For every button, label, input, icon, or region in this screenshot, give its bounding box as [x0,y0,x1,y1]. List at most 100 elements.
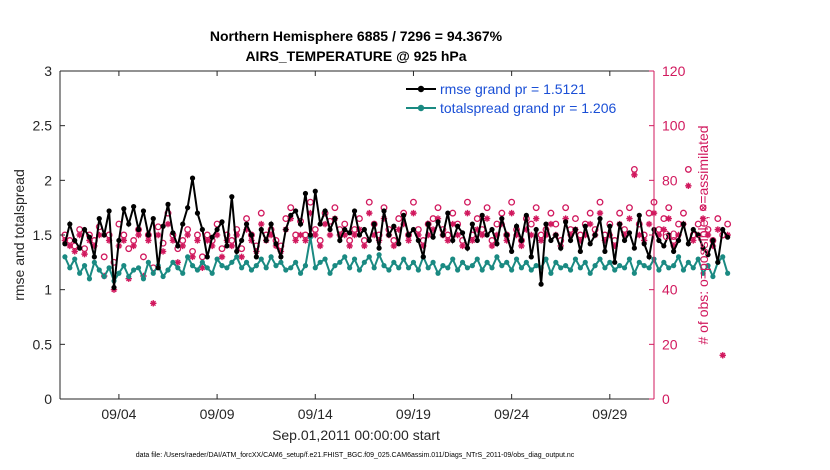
obs-assimilated-point [478,231,486,239]
obs-assimilated-point [621,231,628,239]
rmse-point [175,243,181,249]
obs-assimilated-point [208,242,216,250]
rmse-point [710,237,716,244]
obs-assimilated-point [390,242,398,250]
totalspread-point [347,265,353,271]
obs-assimilated-point [586,220,594,228]
obs-assimilated-point [356,226,363,233]
totalspread-point [170,259,176,265]
rmse-point [170,230,176,236]
obs-assimilated-point [459,242,466,250]
rmse-point [464,245,471,251]
obs-assimilated-point [601,237,609,244]
obs-assimilated-point [105,237,113,244]
totalspread-point [523,259,529,265]
obs-possible-point [596,198,604,206]
obs-assimilated-point [366,209,373,217]
totalspread-point [405,265,412,271]
obs-assimilated-point [488,242,496,250]
rmse-point [705,252,711,258]
obs-assimilated-point [704,231,712,239]
y-tick-label-right: 120 [662,63,686,79]
rmse-point [612,259,618,265]
obs-possible-point [257,209,265,217]
rmse-point [479,212,485,218]
totalspread-point [533,263,539,269]
rmse-point [587,241,593,247]
rmse-point [180,221,186,227]
rmse-point [234,248,240,254]
obs-possible-point [464,198,471,206]
rmse-point [405,232,412,238]
rmse-point [155,265,161,271]
y-tick-label-left: 2 [44,172,52,188]
obs-possible-point [694,220,702,228]
obs-assimilated-point [287,215,294,222]
totalspread-point [283,267,289,273]
obs-assimilated-point [336,231,344,239]
totalspread-point [410,259,417,265]
x-tick-label: 09/14 [298,406,333,422]
rmse-point [391,223,397,229]
chart-title-line-2: AIRS_TEMPERATURE @ 925 hPa [245,48,466,64]
y-tick-label-right: 100 [662,118,686,134]
rmse-point [342,226,348,233]
totalspread-point [685,259,691,265]
totalspread-point [509,267,515,273]
obs-assimilated-point [302,237,309,244]
rmse-point [209,234,215,240]
rmse-point [459,230,466,236]
rmse-point [126,221,132,227]
y-tick-label-left: 0.5 [33,336,53,352]
obs-possible-point [473,215,481,223]
rmse-point [386,232,392,238]
obs-possible-point [532,204,540,212]
totalspread-point [587,270,593,276]
obs-assimilated-point [577,237,584,244]
legend-marker-totalspread [417,104,425,112]
totalspread-point [219,263,225,269]
rmse-point [528,254,534,260]
obs-assimilated-point [636,231,643,239]
rmse-point [135,226,142,233]
totalspread-point [199,259,205,265]
totalspread-point [135,265,142,271]
totalspread-point [327,270,333,276]
totalspread-point [641,263,647,269]
obs-possible-point [287,204,295,212]
obs-possible-point [724,220,732,228]
rmse-point [440,232,446,238]
totalspread-point [671,263,677,269]
rmse-point [214,226,220,233]
obs-assimilated-point [665,215,672,222]
rmse-point [204,254,210,260]
rmse-point [577,248,583,254]
obs-assimilated-point [547,220,555,228]
obs-assimilated-point [204,237,211,244]
x-tick-label: 09/09 [200,406,235,422]
y-tick-label-left: 1.5 [33,227,53,243]
obs-possible-point [665,204,673,212]
rmse-point [410,226,417,233]
rmse-point [297,221,304,227]
rmse-point [239,237,245,244]
rmse-point [278,254,284,260]
totalspread-point [563,263,569,269]
totalspread-point [459,259,466,265]
rmse-point [337,237,343,244]
rmse-point [567,237,574,244]
obs-assimilated-point [493,231,501,239]
obs-assimilated-point [483,215,491,222]
obs-possible-point [243,215,250,223]
totalspread-point [518,265,525,271]
rmse-point [533,226,539,233]
rmse-point [582,223,588,229]
totalspread-point [695,256,701,262]
totalspread-point [381,263,387,269]
obs-possible-point [140,253,147,261]
rmse-point [351,208,358,214]
totalspread-point [435,270,441,276]
rmse-point [617,221,623,227]
totalspread-point [160,273,166,280]
